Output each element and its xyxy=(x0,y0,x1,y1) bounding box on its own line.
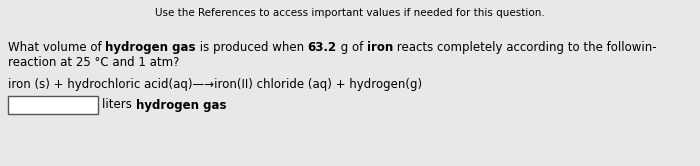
Bar xyxy=(8,96,98,114)
Text: liters: liters xyxy=(102,98,136,112)
Text: Use the References to access important values if needed for this question.: Use the References to access important v… xyxy=(155,8,545,18)
Text: iron (s) + hydrochloric acid(aq)—→iron(II) chloride (aq) + hydrogen(g): iron (s) + hydrochloric acid(aq)—→iron(I… xyxy=(8,78,422,91)
Text: reacts completely according to the followin-: reacts completely according to the follo… xyxy=(393,41,657,54)
Text: is produced when: is produced when xyxy=(196,41,308,54)
Text: hydrogen gas: hydrogen gas xyxy=(136,98,226,112)
Text: reaction at 25 °C and 1 atm?: reaction at 25 °C and 1 atm? xyxy=(8,56,179,69)
Text: g of: g of xyxy=(337,41,367,54)
Text: What volume of: What volume of xyxy=(8,41,106,54)
Text: 63.2: 63.2 xyxy=(308,41,337,54)
Text: hydrogen gas: hydrogen gas xyxy=(106,41,196,54)
Text: iron: iron xyxy=(367,41,393,54)
